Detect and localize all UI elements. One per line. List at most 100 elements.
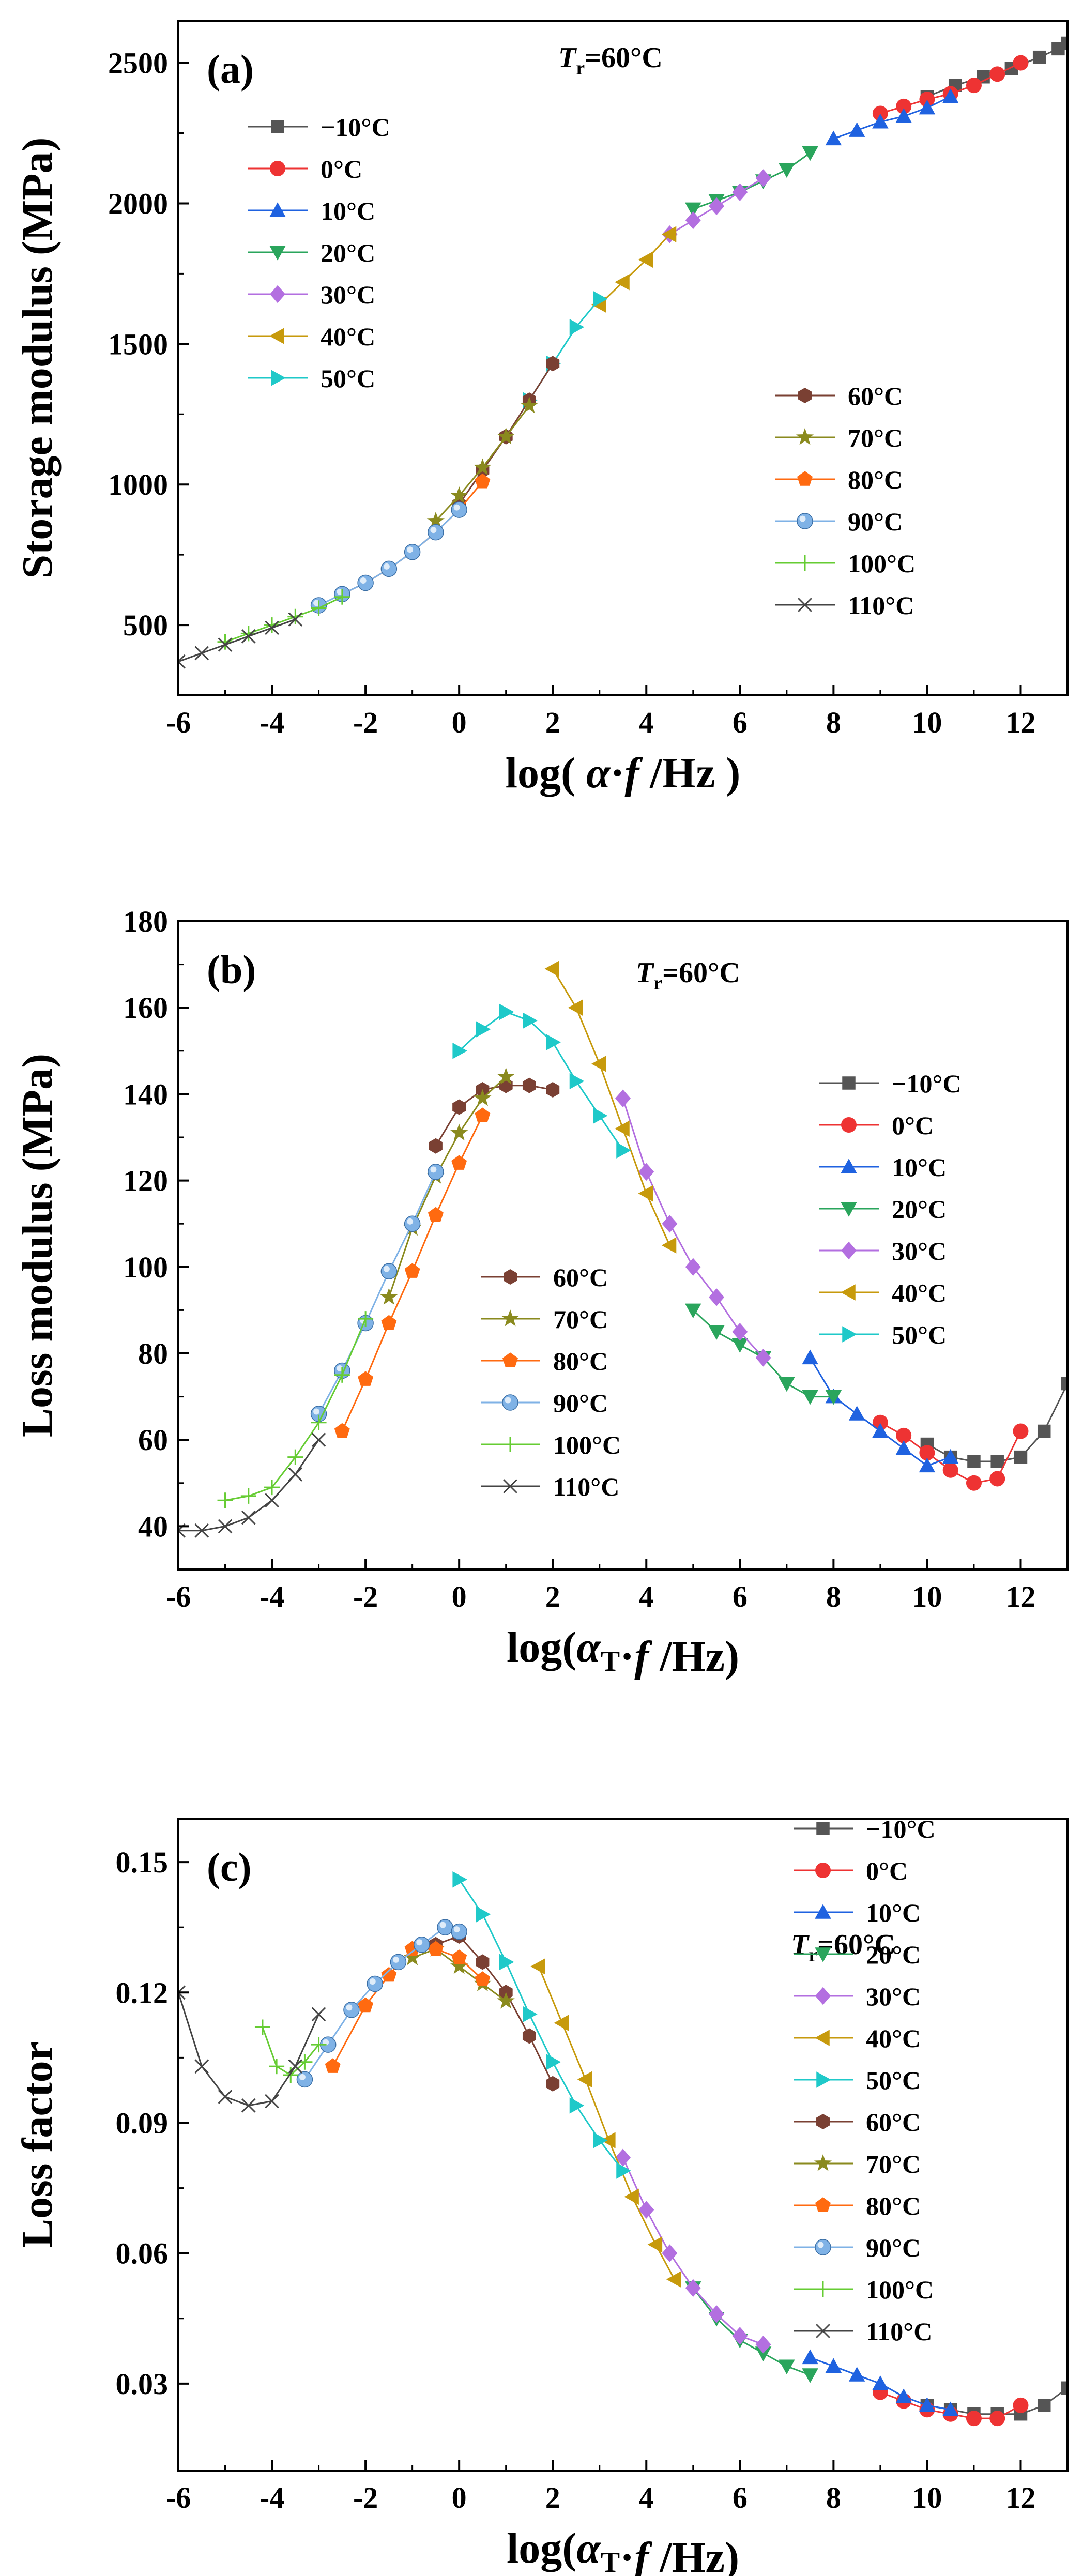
data-point (241, 629, 256, 644)
data-point (451, 1923, 467, 1940)
x-tick-label: 8 (826, 706, 841, 739)
legend-marker (842, 1076, 856, 1090)
y-tick-label: 1000 (108, 468, 168, 501)
legend-label: 100°C (866, 2275, 934, 2304)
data-point (802, 146, 818, 161)
series-10CC (802, 2349, 959, 2417)
data-point (311, 600, 327, 616)
data-point (241, 2098, 256, 2113)
data-point (942, 1462, 958, 1478)
data-point (404, 1263, 420, 1278)
axes-frame (177, 20, 1069, 696)
legend-label: 30°C (321, 280, 375, 309)
data-point (311, 2037, 327, 2053)
reference-temperature-label: Tr=60°C (636, 957, 740, 994)
series-0CC (872, 55, 1029, 121)
x-tick-label: -6 (166, 706, 191, 739)
data-point (569, 1073, 585, 1090)
series-line (458, 1879, 624, 2171)
data-point (942, 88, 959, 103)
legend: −10°C 0°C 10°C 20°C 30°C 40°C 50°C (248, 113, 390, 393)
data-point (451, 1155, 467, 1170)
data-point (848, 2367, 865, 2382)
legend-label: 70°C (553, 1305, 608, 1334)
data-point (311, 1414, 327, 1430)
series-110CC (178, 1985, 326, 2113)
data-point (497, 1992, 515, 2009)
data-point (616, 2162, 631, 2179)
legend-marker (271, 120, 284, 133)
x-tick-label: 4 (639, 1580, 654, 1613)
panel-label: (b) (207, 947, 256, 992)
data-point (966, 2411, 982, 2427)
x-tick-label: 0 (452, 2481, 467, 2514)
legend-marker (270, 161, 285, 176)
legend-entry: 110°C (481, 1472, 619, 1501)
plot-area (178, 1871, 1067, 2427)
data-point (265, 2094, 279, 2109)
data-point (872, 1423, 889, 1438)
axes-frame (177, 1818, 1069, 2472)
legend-entry: 20°C (794, 1940, 921, 1969)
data-point (450, 1957, 468, 1974)
legend-entry: 110°C (775, 591, 914, 620)
legend-label: 10°C (866, 1898, 921, 1927)
series-60CC (429, 1928, 560, 2092)
legend-marker (796, 428, 814, 445)
legend-entry: 40°C (794, 2024, 921, 2053)
series-30CC (615, 1089, 771, 1367)
data-point (848, 1406, 865, 1421)
data-point (546, 356, 560, 372)
legend-marker (269, 246, 286, 261)
data-point (779, 163, 795, 178)
legend-label: 20°C (321, 238, 375, 267)
x-tick-label: 8 (826, 2481, 841, 2514)
x-tick-label: -6 (166, 2481, 191, 2514)
x-tick-label: 2 (545, 2481, 560, 2514)
legend-label: 90°C (866, 2233, 921, 2262)
legend-label: 80°C (553, 1347, 608, 1376)
legend-label: 0°C (866, 1856, 908, 1885)
data-point (426, 511, 445, 529)
chart-panel-3: -6 -4 -2 0 2 4 6 8 10 12 0.03 0.06 0.09 0.12 0.15 Loss … (13, 1815, 1069, 2576)
data-point (428, 1941, 444, 1956)
legend-marker (815, 2281, 831, 2297)
data-point (802, 2368, 818, 2383)
panel-label: (c) (207, 1845, 252, 1889)
legend-marker (501, 1309, 520, 1327)
data-point (269, 2059, 285, 2075)
data-point (288, 612, 303, 627)
data-point (264, 617, 280, 633)
data-point (685, 1258, 701, 1276)
legend-label: 110°C (866, 2317, 932, 2346)
data-point (178, 1985, 186, 2000)
data-point (475, 474, 491, 489)
legend-label: 110°C (553, 1472, 619, 1501)
data-point (194, 1523, 209, 1538)
data-point (779, 2359, 795, 2374)
data-point (601, 2132, 616, 2148)
data-point (265, 620, 279, 635)
data-point (919, 2397, 936, 2412)
data-point (802, 1390, 818, 1405)
series-70CC (380, 1067, 515, 1305)
data-point (523, 2006, 538, 2023)
legend: 60°C 70°C 80°C 90°C 100°C 110°C (481, 1263, 621, 1501)
data-point (530, 1958, 545, 1975)
legend-entry: 60°C (481, 1263, 608, 1292)
legend-marker (816, 2071, 831, 2088)
series-100CC (217, 1311, 374, 1508)
data-point (896, 98, 912, 114)
series-10CC (920, 1377, 1067, 1468)
legend-label: 20°C (892, 1195, 947, 1224)
legend-marker (815, 1947, 831, 1962)
y-tick-label: 2000 (108, 187, 168, 220)
data-point (218, 637, 233, 652)
data-point (990, 1455, 1004, 1468)
y-tick-label: 0.03 (116, 2367, 169, 2401)
data-point (592, 2132, 608, 2148)
data-point (1061, 36, 1067, 50)
series-line (622, 2157, 764, 2345)
series-line (178, 618, 296, 663)
